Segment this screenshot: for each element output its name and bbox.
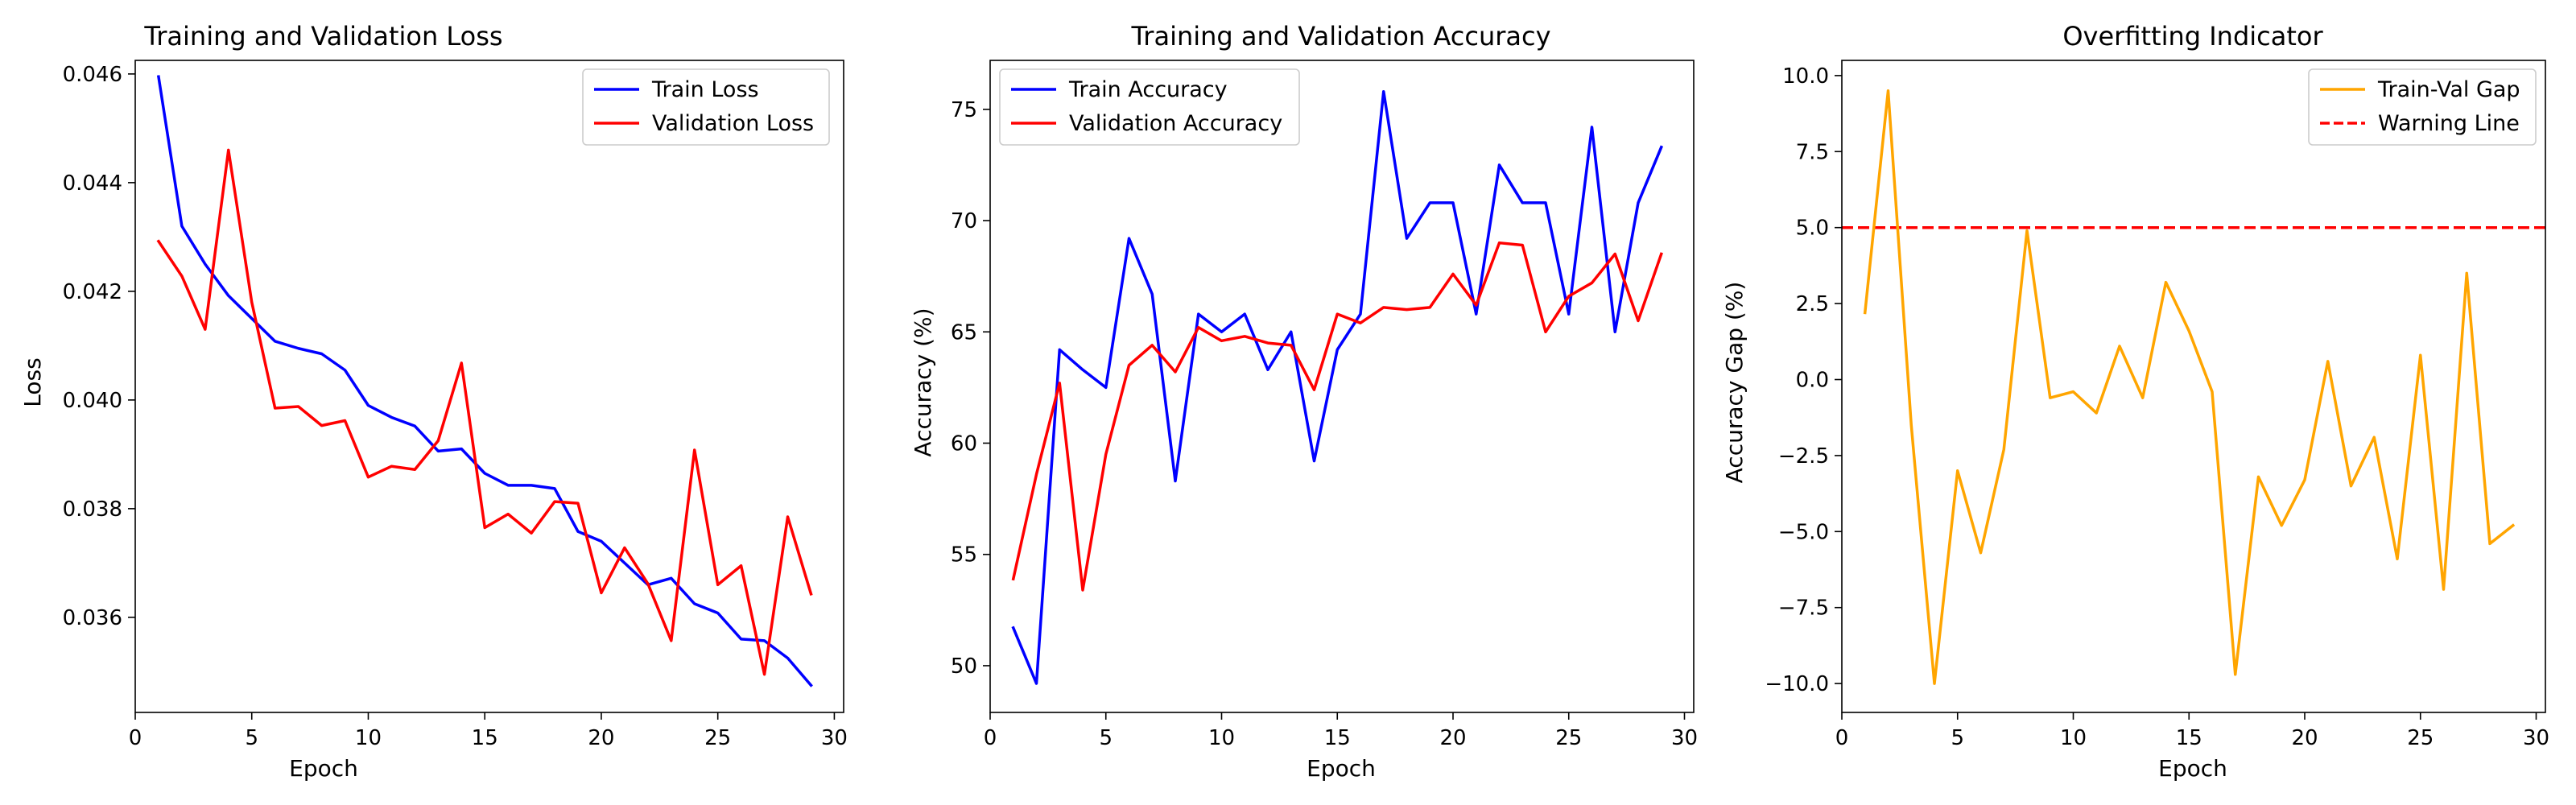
x-tick-label: 0	[984, 726, 997, 750]
y-tick-label: 0.036	[63, 606, 122, 630]
y-tick-label: −10.0	[1765, 672, 1829, 696]
axes-frame-loss	[134, 60, 844, 713]
series-line-train-val-gap	[1863, 89, 2516, 685]
x-tick-label: 10	[355, 726, 382, 750]
x-tick-label: 15	[2176, 726, 2202, 750]
y-tick-label: 10.0	[1782, 64, 1829, 89]
subplot-loss: Training and Validation Loss Epoch Loss …	[19, 21, 848, 782]
y-tick-label: 55	[951, 543, 977, 568]
chart-title-overfitting: Overfitting Indicator	[2062, 21, 2323, 52]
legend-label-train-accuracy: Train Accuracy	[1068, 77, 1228, 102]
y-tick-label: −5.0	[1778, 520, 1829, 544]
legend-label-train-val-gap: Train-Val Gap	[2377, 77, 2520, 102]
legend-label-warning-line: Warning Line	[2378, 111, 2520, 136]
series-line-train-loss	[156, 75, 813, 687]
x-tick-label: 20	[2291, 726, 2318, 750]
x-tick-label: 20	[588, 726, 614, 750]
y-tick-label: −2.5	[1778, 444, 1829, 469]
x-tick-label: 15	[472, 726, 498, 750]
legend-box	[999, 68, 1300, 146]
x-tick-label: 0	[1835, 726, 1849, 750]
plot-area-loss: 0 5 10 15 20 25 30 0.036 0.038 0.040 0.042 0.044 0.0…	[63, 60, 848, 750]
y-tick-label: 60	[951, 431, 977, 456]
y-tick-label: 0.040	[63, 389, 122, 413]
plot-area-overfitting: 0 5 10 15 20 25 30 −10.0 −7.5 −5.0 −2.5 0.0 2.5 5.0 7.…	[1765, 60, 2549, 750]
x-tick-label: 0	[129, 726, 142, 750]
y-tick-label: −7.5	[1778, 597, 1829, 621]
legend-box	[582, 68, 830, 146]
legend-box	[2308, 68, 2537, 146]
y-tick-label: 0.042	[63, 280, 122, 304]
chart-title-accuracy: Training and Validation Accuracy	[1130, 21, 1550, 52]
legend-overfitting: Train-Val Gap Warning Line	[2308, 68, 2537, 146]
y-tick-label: 50	[951, 654, 977, 679]
x-tick-label: 30	[821, 726, 848, 750]
legend-loss: Train Loss Validation Loss	[582, 68, 830, 146]
y-tick-label: 5.0	[1796, 217, 1829, 241]
x-axis-label-overfitting: Epoch	[2158, 755, 2227, 782]
y-tick-label: 70	[951, 209, 977, 233]
x-tick-label: 10	[1208, 726, 1235, 750]
x-tick-label: 10	[2060, 726, 2087, 750]
axes-frame-accuracy	[989, 60, 1695, 713]
subplot-accuracy: Training and Validation Accuracy Epoch A…	[910, 21, 1698, 782]
x-tick-label: 5	[1099, 726, 1113, 750]
x-tick-label: 15	[1324, 726, 1351, 750]
chart-title-loss: Training and Validation Loss	[143, 21, 502, 52]
y-axis-label-accuracy: Accuracy (%)	[910, 308, 936, 456]
x-tick-label: 20	[1439, 726, 1466, 750]
legend-label-validation-accuracy: Validation Accuracy	[1069, 111, 1282, 136]
series-line-validation-loss	[156, 148, 813, 676]
y-tick-label: 2.5	[1796, 292, 1829, 316]
y-axis-label-loss: Loss	[19, 357, 46, 407]
y-axis-label-overfitting: Accuracy Gap (%)	[1721, 282, 1748, 484]
x-tick-label: 25	[704, 726, 731, 750]
y-tick-label: 65	[951, 320, 977, 345]
series-line-validation-accuracy	[1011, 241, 1663, 592]
axes-frame-overfitting	[1841, 60, 2546, 713]
y-tick-label: 7.5	[1796, 140, 1829, 164]
plot-area-accuracy: 0 5 10 15 20 25 30 50 55 60 65 70 75 Train Accuracy Va…	[951, 60, 1698, 750]
y-tick-label: 75	[951, 98, 977, 122]
series-line-train-accuracy	[1011, 89, 1664, 685]
y-tick-label: 0.0	[1796, 369, 1829, 393]
x-tick-label: 30	[2523, 726, 2549, 750]
x-tick-label: 5	[1951, 726, 1964, 750]
x-axis-label-accuracy: Epoch	[1307, 755, 1376, 782]
subplot-overfitting: Overfitting Indicator Epoch Accuracy Gap…	[1721, 21, 2549, 782]
x-tick-label: 30	[1671, 726, 1698, 750]
x-tick-label: 5	[245, 726, 258, 750]
y-tick-label: 0.046	[63, 63, 122, 87]
legend-label-validation-loss: Validation Loss	[652, 111, 814, 136]
x-tick-label: 25	[2407, 726, 2434, 750]
x-tick-label: 25	[1555, 726, 1582, 750]
y-tick-label: 0.038	[63, 497, 122, 522]
legend-accuracy: Train Accuracy Validation Accuracy	[999, 68, 1300, 146]
x-axis-label-loss: Epoch	[289, 755, 358, 782]
legend-label-train-loss: Train Loss	[651, 77, 759, 102]
y-tick-label: 0.044	[63, 171, 122, 196]
